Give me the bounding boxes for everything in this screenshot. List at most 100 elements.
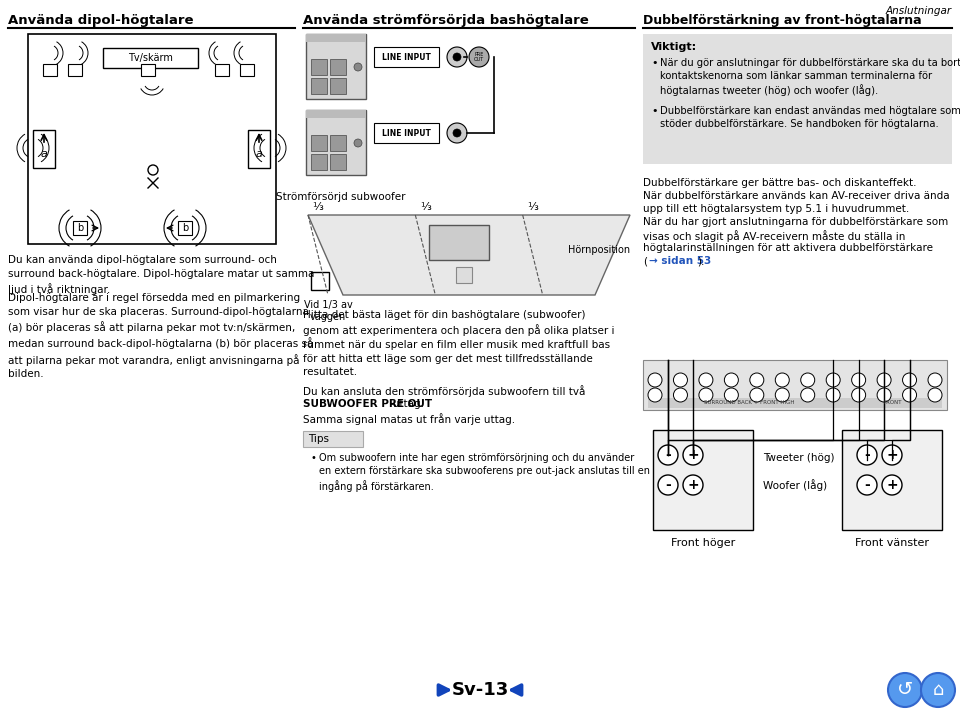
Circle shape bbox=[888, 673, 922, 707]
Text: högtalarinställningen för att aktivera dubbelförstärkare: högtalarinställningen för att aktivera d… bbox=[643, 243, 933, 253]
Circle shape bbox=[857, 475, 877, 495]
Text: Tweeter (hög): Tweeter (hög) bbox=[763, 453, 834, 463]
Text: a: a bbox=[255, 149, 262, 159]
Text: Dipol-högtalare är i regel försedda med en pilmarkering
som visar hur de ska pla: Dipol-högtalare är i regel försedda med … bbox=[8, 293, 313, 379]
Text: Dubbelförstärkning av front-högtalarna: Dubbelförstärkning av front-högtalarna bbox=[643, 14, 922, 27]
Circle shape bbox=[648, 388, 662, 402]
Text: Du kan ansluta den strömförsörjda subwoofern till två: Du kan ansluta den strömförsörjda subwoo… bbox=[303, 385, 586, 397]
Text: ⅓: ⅓ bbox=[527, 202, 539, 212]
Text: Tips: Tips bbox=[308, 434, 329, 444]
Bar bbox=[103, 48, 198, 68]
Circle shape bbox=[857, 445, 877, 465]
Bar bbox=[73, 221, 87, 235]
Circle shape bbox=[877, 388, 891, 402]
Text: Tv/skärm: Tv/skärm bbox=[128, 53, 173, 63]
Circle shape bbox=[453, 129, 461, 137]
Text: Använda dipol-högtalare: Använda dipol-högtalare bbox=[8, 14, 194, 27]
Bar bbox=[374, 47, 439, 67]
Text: upp till ett högtalarsystem typ 5.1 i huvudrummet.: upp till ett högtalarsystem typ 5.1 i hu… bbox=[643, 204, 909, 214]
Circle shape bbox=[902, 388, 917, 402]
Text: Front vänster: Front vänster bbox=[855, 538, 929, 548]
Circle shape bbox=[469, 47, 489, 67]
Text: Viktigt:: Viktigt: bbox=[651, 42, 697, 52]
Text: +: + bbox=[886, 478, 898, 492]
Circle shape bbox=[683, 475, 703, 495]
Text: a: a bbox=[40, 149, 47, 159]
Text: Sv-13: Sv-13 bbox=[451, 681, 509, 699]
Circle shape bbox=[801, 388, 815, 402]
Text: Du kan använda dipol-högtalare som surround- och
surround back-högtalare. Dipol-: Du kan använda dipol-högtalare som surro… bbox=[8, 255, 314, 295]
Bar bbox=[643, 360, 947, 410]
Circle shape bbox=[928, 373, 942, 387]
Circle shape bbox=[750, 388, 764, 402]
Circle shape bbox=[928, 388, 942, 402]
Text: ⌂: ⌂ bbox=[932, 681, 944, 699]
Text: Woofer (låg): Woofer (låg) bbox=[763, 479, 828, 491]
Bar bbox=[28, 34, 276, 244]
Text: Om subwoofern inte har egen strömförsörjning och du använder
en extern förstärka: Om subwoofern inte har egen strömförsörj… bbox=[319, 453, 650, 492]
Bar bbox=[240, 64, 254, 76]
Text: b: b bbox=[181, 223, 188, 233]
Bar bbox=[311, 272, 329, 290]
Bar bbox=[643, 34, 952, 164]
Text: +: + bbox=[687, 448, 699, 462]
Circle shape bbox=[827, 373, 840, 387]
Text: Anslutningar: Anslutningar bbox=[886, 6, 952, 16]
Bar bbox=[311, 135, 327, 151]
Text: •: • bbox=[651, 58, 658, 68]
Circle shape bbox=[674, 373, 687, 387]
Circle shape bbox=[648, 373, 662, 387]
Circle shape bbox=[354, 63, 362, 71]
Text: SUBWOOFER PRE OUT: SUBWOOFER PRE OUT bbox=[303, 399, 432, 409]
Bar bbox=[306, 34, 366, 42]
Circle shape bbox=[801, 373, 815, 387]
Circle shape bbox=[658, 445, 678, 465]
Text: ⅓: ⅓ bbox=[420, 202, 431, 212]
Bar bbox=[306, 110, 366, 175]
Text: b: b bbox=[77, 223, 84, 233]
Circle shape bbox=[699, 388, 713, 402]
Text: Använda strömförsörjda bashögtalare: Använda strömförsörjda bashögtalare bbox=[303, 14, 588, 27]
Text: +: + bbox=[687, 478, 699, 492]
Text: Front höger: Front höger bbox=[671, 538, 735, 548]
Circle shape bbox=[453, 53, 461, 61]
Circle shape bbox=[776, 388, 789, 402]
Text: •: • bbox=[651, 106, 658, 116]
Circle shape bbox=[674, 388, 687, 402]
Bar bbox=[311, 78, 327, 94]
Circle shape bbox=[699, 373, 713, 387]
Text: -: - bbox=[864, 448, 870, 462]
Bar bbox=[311, 59, 327, 75]
Text: -: - bbox=[665, 448, 671, 462]
Text: ⅓: ⅓ bbox=[313, 202, 324, 212]
Circle shape bbox=[447, 47, 467, 67]
Bar bbox=[456, 267, 472, 283]
Polygon shape bbox=[308, 215, 630, 295]
Text: Hörnposition: Hörnposition bbox=[568, 245, 630, 255]
Text: Dubbelförstärkare ger bättre bas- och diskanteffekt.: Dubbelförstärkare ger bättre bas- och di… bbox=[643, 178, 917, 188]
Bar bbox=[303, 431, 363, 447]
Bar bbox=[429, 225, 489, 260]
Bar bbox=[306, 34, 366, 99]
Circle shape bbox=[725, 373, 738, 387]
Bar bbox=[68, 64, 82, 76]
Bar bbox=[248, 130, 270, 168]
Bar bbox=[653, 430, 753, 530]
Bar bbox=[330, 135, 346, 151]
Text: visas och slagit på AV-receivern måste du ställa in: visas och slagit på AV-receivern måste d… bbox=[643, 230, 905, 242]
Bar bbox=[330, 154, 346, 170]
Text: ).: ). bbox=[697, 256, 705, 266]
Bar bbox=[43, 64, 57, 76]
Circle shape bbox=[750, 373, 764, 387]
Bar bbox=[306, 110, 366, 118]
Circle shape bbox=[776, 373, 789, 387]
Circle shape bbox=[852, 373, 866, 387]
Bar bbox=[374, 123, 439, 143]
Text: → sidan 53: → sidan 53 bbox=[649, 256, 711, 266]
Text: PRE
OUT: PRE OUT bbox=[474, 51, 484, 63]
Circle shape bbox=[447, 123, 467, 143]
Text: Dubbelförstärkare kan endast användas med högtalare som
stöder dubbelförstärkare: Dubbelförstärkare kan endast användas me… bbox=[660, 106, 960, 129]
Bar bbox=[215, 64, 229, 76]
Bar bbox=[330, 78, 346, 94]
Circle shape bbox=[877, 373, 891, 387]
